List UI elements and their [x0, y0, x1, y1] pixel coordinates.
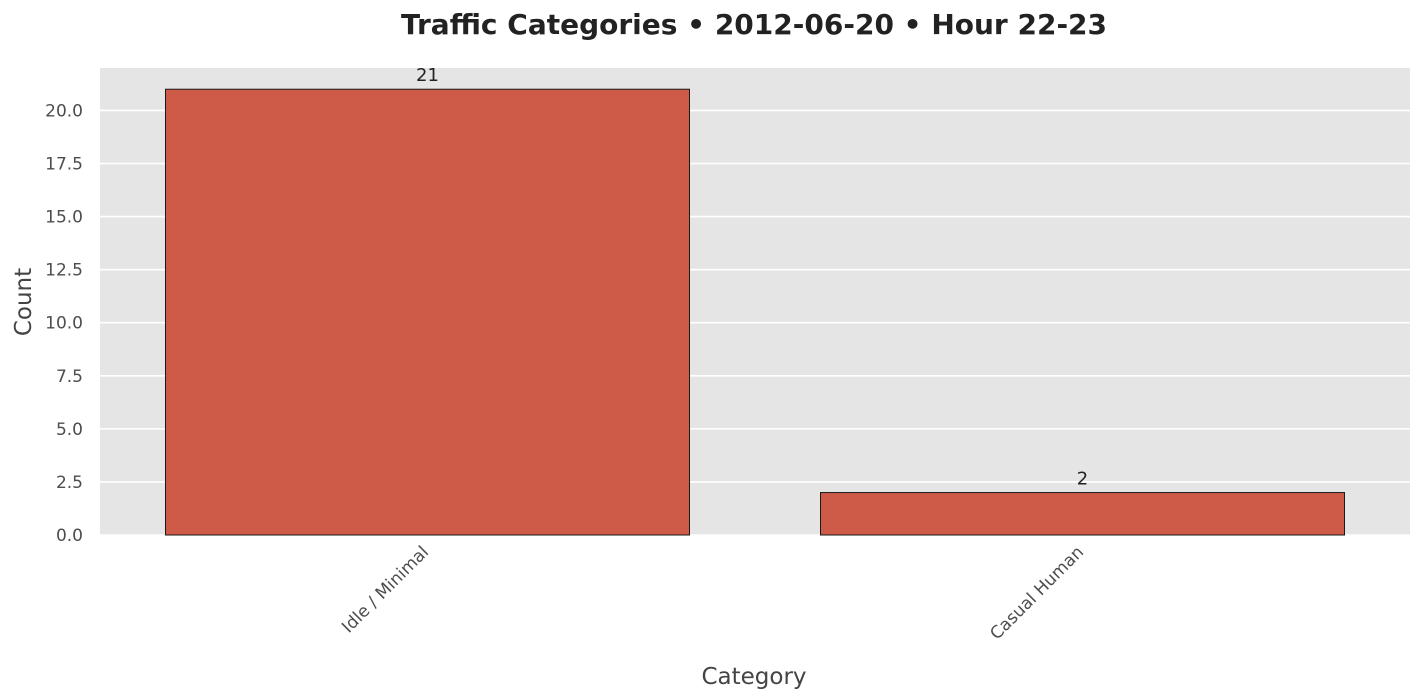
bar — [820, 492, 1345, 536]
bar-labels: 21 2 — [416, 65, 1088, 489]
x-axis-label: Category — [701, 664, 806, 690]
y-tick-label: 17.5 — [45, 155, 83, 175]
x-axis-ticks: Idle / Minimal Casual Human — [338, 542, 1088, 644]
y-tick-label: 12.5 — [45, 261, 83, 281]
y-tick-label: 20.0 — [45, 101, 83, 121]
bars — [165, 88, 1345, 536]
x-tick-label: Casual Human — [986, 542, 1088, 644]
y-axis-label: Count — [11, 268, 37, 336]
chart-title: Traffic Categories • 2012-06-20 • Hour 2… — [401, 8, 1107, 41]
data-label: 2 — [1077, 469, 1088, 490]
x-tick-label: Idle / Minimal — [338, 542, 433, 637]
y-tick-label: 5.0 — [56, 420, 83, 440]
bar — [165, 88, 690, 536]
y-axis-ticks: 0.0 2.5 5.0 7.5 10.0 12.5 15.0 17.5 20.0 — [45, 101, 83, 546]
y-tick-label: 7.5 — [56, 367, 83, 387]
y-tick-label: 2.5 — [56, 473, 83, 493]
y-tick-label: 0.0 — [56, 526, 83, 546]
data-label: 21 — [416, 65, 439, 86]
y-tick-label: 15.0 — [45, 208, 83, 228]
y-tick-label: 10.0 — [45, 314, 83, 334]
